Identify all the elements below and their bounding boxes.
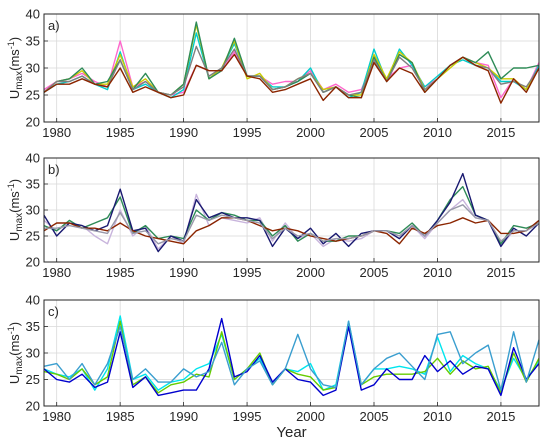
x-tick-label: 1980 — [42, 265, 71, 280]
panel-label: c) — [48, 304, 59, 319]
x-tick-label: 1990 — [169, 125, 198, 140]
x-tick-label: 2000 — [296, 265, 325, 280]
x-tick-label: 2015 — [486, 409, 515, 424]
series-line-1 — [43, 315, 540, 391]
y-tick-label: 20 — [26, 399, 40, 414]
y-axis-label-ylabel-unit-close: ) — [7, 179, 22, 183]
x-axis-label: Year — [276, 424, 306, 441]
x-tick-label: 2010 — [423, 265, 452, 280]
y-tick-label: 25 — [26, 88, 40, 103]
x-tick-label: 1990 — [169, 409, 198, 424]
y-axis-label-ylabel-unit: (ms — [7, 191, 22, 213]
y-tick-label: 25 — [26, 229, 40, 244]
panel-label: a) — [48, 18, 60, 33]
panel-3: 20 25 30 35 40 1980 1985 1990 1995 2000 2005 2010 20… — [6, 293, 540, 441]
y-tick-label: 25 — [26, 372, 40, 387]
y-axis-label-ylabel-main: U — [7, 232, 22, 241]
y-axis-label-ylabel-sub: max — [14, 213, 25, 232]
y-tick-label: 30 — [26, 346, 40, 361]
y-axis-label-ylabel-unit: (ms — [7, 49, 22, 71]
series-line-3 — [43, 317, 540, 397]
x-tick-label: 2000 — [296, 125, 325, 140]
x-tick-label: 2010 — [423, 409, 452, 424]
x-tick-label: 1990 — [169, 265, 198, 280]
series-line-5 — [44, 204, 540, 245]
y-axis-label-ylabel-sub: max — [14, 356, 25, 375]
y-axis-label-ylabel-unit-exp: -1 — [6, 326, 16, 334]
series-line-4 — [43, 217, 540, 245]
x-tick-label: 2015 — [486, 125, 515, 140]
x-tick-label: 1985 — [106, 125, 135, 140]
y-axis-label-ylabel-unit-close: ) — [7, 37, 22, 41]
y-tick-label: 20 — [26, 115, 40, 130]
x-tick-label: 1995 — [233, 265, 262, 280]
x-tick-label: 2000 — [296, 409, 325, 424]
series-line-3 — [43, 172, 540, 253]
x-tick-label: 2010 — [423, 125, 452, 140]
x-tick-label: 1980 — [42, 125, 71, 140]
y-axis-label-ylabel-unit-exp: -1 — [6, 41, 16, 49]
y-tick-label: 40 — [26, 151, 40, 166]
y-axis-label: Umax(ms-1) — [6, 37, 25, 99]
y-tick-label: 30 — [26, 61, 40, 76]
y-axis-label-ylabel-unit: (ms — [7, 334, 22, 356]
x-tick-label: 1995 — [233, 125, 262, 140]
y-axis-label-ylabel-main: U — [7, 90, 22, 99]
x-tick-label: 2015 — [486, 265, 515, 280]
series-line-4 — [43, 320, 540, 391]
x-tick-label: 2005 — [360, 125, 389, 140]
y-tick-label: 40 — [26, 293, 40, 308]
x-tick-label: 1995 — [233, 409, 262, 424]
x-tick-label: 2005 — [360, 265, 389, 280]
y-axis-label: Umax(ms-1) — [6, 179, 25, 241]
x-tick-label: 1985 — [106, 409, 135, 424]
y-tick-label: 40 — [26, 7, 40, 22]
y-tick-label: 30 — [26, 203, 40, 218]
panel-1: 20 25 30 35 40 1980 1985 1990 1995 2000 2005 2010 20… — [6, 7, 540, 140]
y-axis-label-ylabel-sub: max — [14, 71, 25, 90]
y-tick-label: 35 — [26, 34, 40, 49]
y-axis-label: Umax(ms-1) — [6, 322, 25, 384]
y-tick-label: 20 — [26, 255, 40, 270]
y-axis-label-ylabel-main: U — [7, 375, 22, 384]
y-tick-label: 35 — [26, 319, 40, 334]
x-tick-label: 2005 — [360, 409, 389, 424]
y-tick-label: 35 — [26, 177, 40, 192]
x-tick-label: 1980 — [42, 409, 71, 424]
series-line-6 — [43, 53, 540, 104]
y-axis-label-ylabel-unit-exp: -1 — [6, 183, 16, 191]
y-axis-label-ylabel-unit-close: ) — [7, 322, 22, 326]
panel-label: b) — [48, 162, 60, 177]
x-tick-label: 1985 — [106, 265, 135, 280]
panel-2: 20 25 30 35 40 1980 1985 1990 1995 2000 2005 2010 20… — [6, 151, 540, 280]
